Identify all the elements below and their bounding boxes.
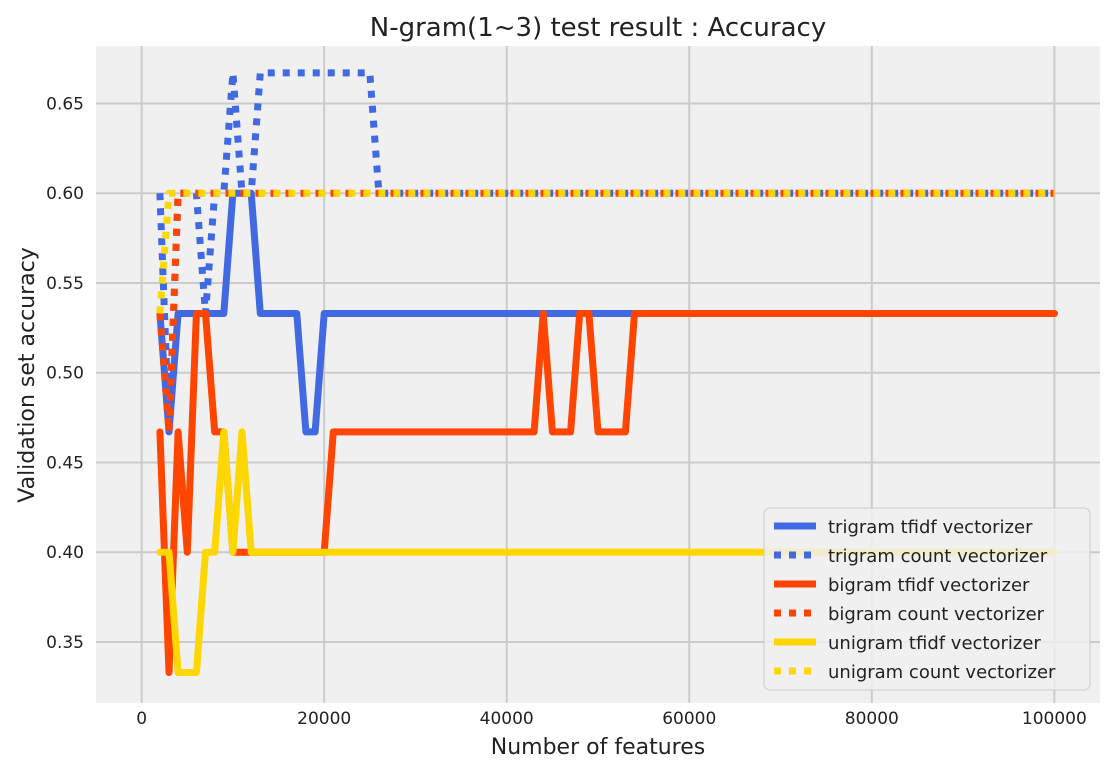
- y-tick-label: 0.55: [46, 274, 84, 294]
- x-tick-label: 60000: [662, 709, 716, 729]
- x-axis-label: Number of features: [491, 735, 705, 760]
- y-tick-labels: 0.35 0.40 0.45 0.50 0.55 0.60 0.65: [46, 94, 84, 653]
- legend-label: unigram count vectorizer: [828, 662, 1056, 683]
- chart-title: N-gram(1~3) test result : Accuracy: [370, 13, 826, 43]
- y-tick-label: 0.65: [46, 94, 84, 114]
- series-line-5: [156, 189, 1055, 314]
- legend-box: [763, 507, 1091, 691]
- x-tick-label: 20000: [297, 709, 351, 729]
- y-tick-label: 0.35: [46, 633, 84, 653]
- y-tick-label: 0.60: [46, 184, 84, 204]
- legend-label: unigram tfidf vectorizer: [828, 633, 1041, 654]
- legend-label: bigram tfidf vectorizer: [828, 575, 1030, 596]
- series-line-1: [156, 69, 1055, 436]
- y-axis-label: Validation set accuracy: [15, 247, 40, 503]
- series-line-4: [156, 428, 1058, 676]
- legend-label: trigram tfidf vectorizer: [828, 517, 1033, 538]
- series-line-2: [156, 310, 1058, 676]
- y-tick-label: 0.45: [46, 453, 84, 473]
- x-tick-label: 80000: [845, 709, 899, 729]
- y-tick-label: 0.50: [46, 364, 84, 384]
- legend-label: bigram count vectorizer: [828, 604, 1045, 625]
- series-lines: [156, 69, 1058, 676]
- x-tick-labels: 0 20000 40000 60000 80000 100000: [136, 709, 1087, 729]
- legend: trigram tfidf vectorizer trigram count ve…: [763, 507, 1091, 691]
- x-tick-label: 100000: [1022, 709, 1087, 729]
- legend-label: trigram count vectorizer: [828, 546, 1048, 567]
- y-tick-label: 0.40: [46, 543, 84, 563]
- x-tick-label: 0: [136, 709, 147, 729]
- x-tick-label: 40000: [480, 709, 534, 729]
